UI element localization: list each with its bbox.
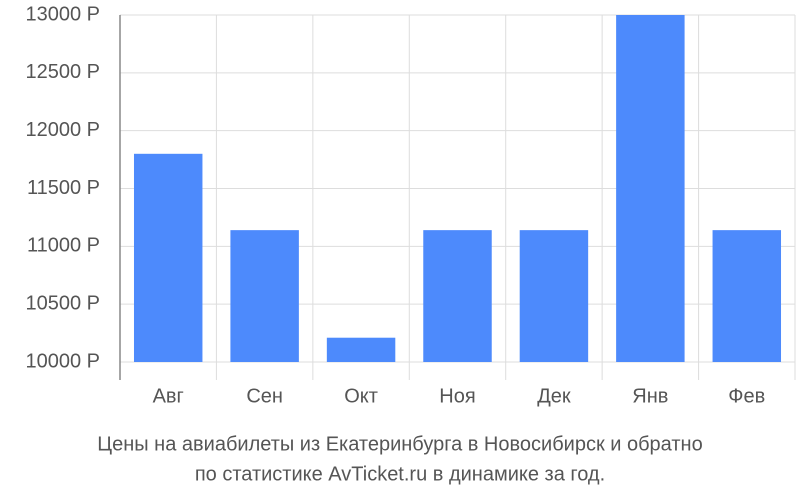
bar [616, 15, 685, 362]
y-tick-label: 11000 Р [27, 235, 100, 257]
x-tick-label: Окт [344, 385, 378, 407]
y-tick-label: 10000 Р [25, 350, 100, 372]
x-tick-label: Фев [728, 385, 765, 407]
x-tick-label: Дек [537, 385, 571, 407]
x-tick-label: Сен [246, 385, 283, 407]
bar [423, 230, 492, 362]
y-tick-label: 13000 Р [25, 3, 100, 25]
x-tick-label: Авг [153, 385, 184, 407]
y-tick-label: 11500 Р [27, 177, 100, 199]
bar [326, 337, 396, 362]
x-tick-label: Янв [632, 385, 668, 407]
caption-line: по статистике AvTicket.ru в динамике за … [195, 463, 605, 485]
caption-line: Цены на авиабилеты из Екатеринбурга в Но… [97, 433, 702, 455]
y-tick-label: 12500 Р [25, 61, 100, 83]
x-tick-label: Ноя [439, 385, 475, 407]
bar [712, 230, 782, 362]
bar [230, 230, 299, 362]
y-tick-label: 12000 Р [25, 119, 100, 141]
y-tick-label: 10500 Р [25, 292, 100, 314]
bar [519, 230, 589, 362]
bar [133, 153, 203, 362]
